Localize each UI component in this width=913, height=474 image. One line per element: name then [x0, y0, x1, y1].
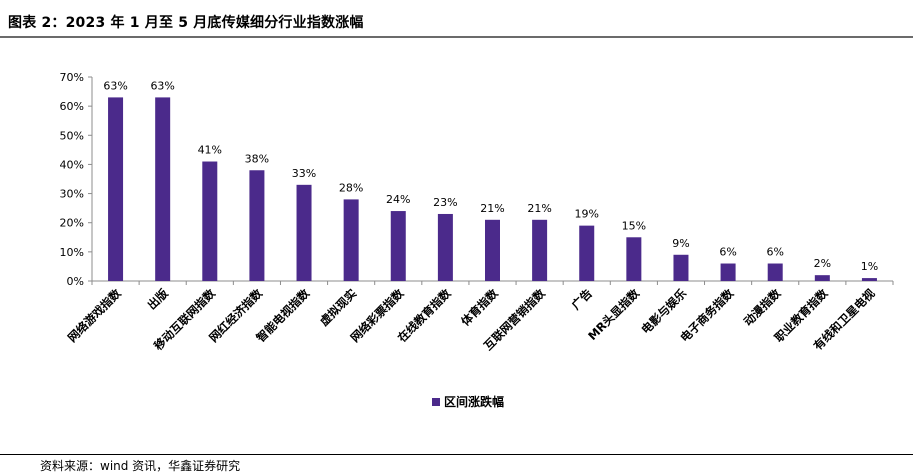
y-tick-label: 30%: [60, 188, 84, 201]
data-label: 15%: [622, 219, 646, 232]
bar: [579, 225, 595, 281]
bar: [296, 184, 312, 281]
data-label: 19%: [575, 208, 599, 221]
bar: [390, 211, 406, 281]
category-label: 电影与娱乐: [639, 286, 690, 337]
data-label: 63%: [103, 79, 127, 92]
y-tick-label: 0%: [67, 275, 84, 288]
bar: [767, 263, 783, 281]
bar: [626, 237, 642, 281]
bar: [673, 254, 689, 281]
y-tick-label: 60%: [60, 100, 84, 113]
data-label: 24%: [386, 193, 410, 206]
y-tick-label: 20%: [60, 217, 84, 230]
data-label: 38%: [245, 152, 269, 165]
bar: [437, 213, 453, 281]
data-label: 6%: [719, 246, 736, 259]
data-label: 1%: [861, 260, 878, 273]
bar: [861, 278, 877, 281]
bar: [532, 219, 548, 281]
category-label: 广告: [569, 286, 596, 313]
figure-title: 图表 2：2023 年 1 月至 5 月底传媒细分行业指数涨幅: [8, 15, 364, 31]
bar: [720, 263, 736, 281]
data-label: 23%: [433, 196, 457, 209]
bar: [249, 170, 265, 281]
category-label: 动漫指数: [741, 286, 784, 329]
data-label: 6%: [766, 246, 783, 259]
data-label: 63%: [150, 79, 174, 92]
data-label: 21%: [480, 202, 504, 215]
category-label: 出版: [145, 286, 172, 313]
source-note: 资料来源：wind 资讯，华鑫证券研究: [40, 459, 241, 473]
y-tick-label: 10%: [60, 246, 84, 259]
data-label: 2%: [814, 257, 831, 270]
bar: [108, 97, 124, 282]
data-label: 41%: [198, 144, 222, 157]
chart-legend: 区间涨跌幅: [432, 393, 504, 410]
legend-swatch: [432, 397, 440, 406]
y-tick-label: 40%: [60, 158, 84, 171]
data-label: 21%: [527, 202, 551, 215]
category-label: 体育指数: [458, 286, 501, 329]
legend-label: 区间涨跌幅: [444, 395, 505, 409]
data-label: 28%: [339, 181, 363, 194]
y-tick-label: 70%: [60, 71, 84, 84]
category-label: MR头显指数: [585, 286, 642, 343]
title-divider: [0, 36, 913, 38]
category-label: 虚拟现实: [317, 286, 360, 329]
data-label: 9%: [672, 237, 689, 250]
bar: [814, 275, 830, 281]
bar: [485, 219, 500, 281]
data-label: 33%: [292, 167, 316, 180]
bar: [155, 97, 171, 282]
y-tick-label: 50%: [60, 129, 84, 142]
footer-divider: [0, 454, 913, 455]
bar: [202, 161, 218, 281]
bar: [343, 199, 359, 281]
category-label: 网络游戏指数: [65, 286, 124, 345]
bar-chart: 0% 10% 20% 30% 40% 50% 60% 70% 63% 网络游戏指数 63% 出版 41%…: [60, 71, 894, 353]
